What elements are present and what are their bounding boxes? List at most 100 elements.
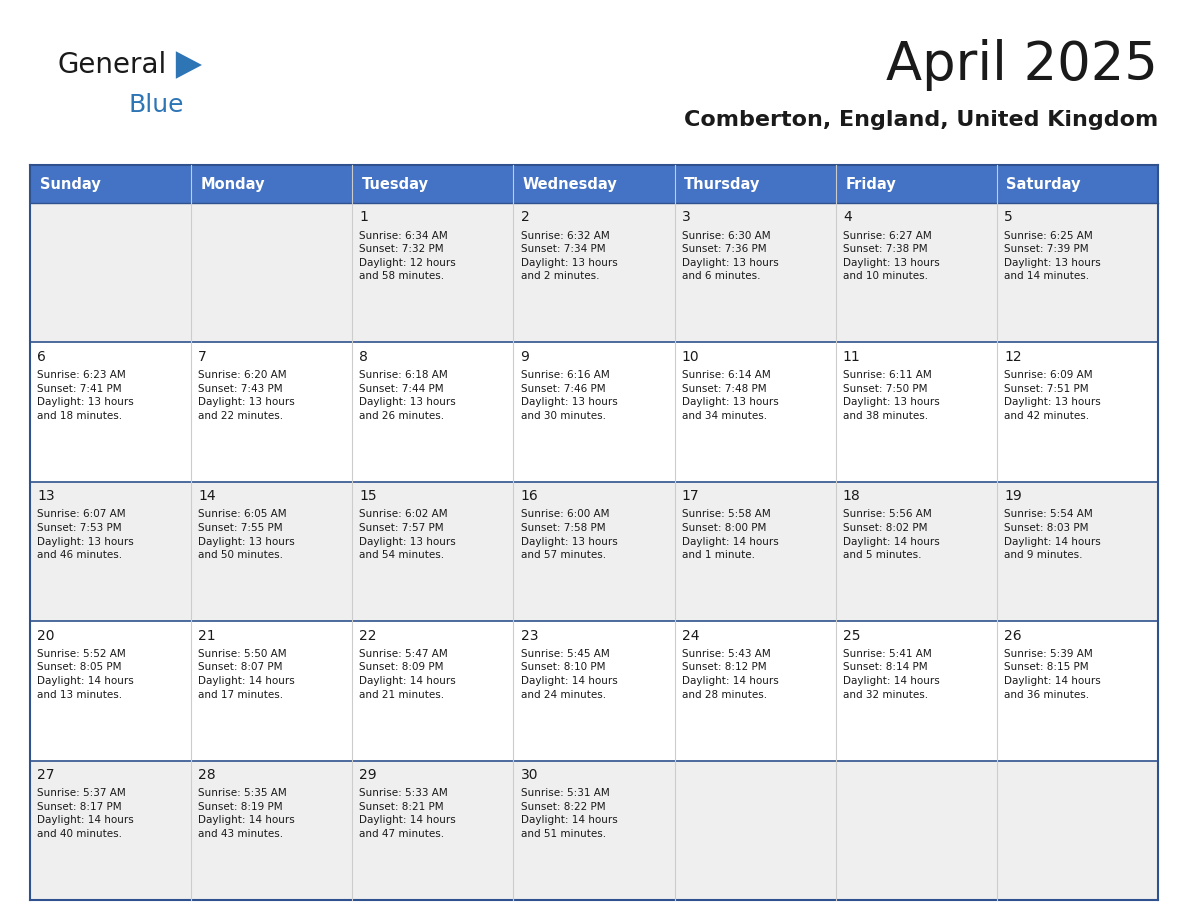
Text: 30: 30 bbox=[520, 768, 538, 782]
Text: Sunrise: 6:07 AM
Sunset: 7:53 PM
Daylight: 13 hours
and 46 minutes.: Sunrise: 6:07 AM Sunset: 7:53 PM Dayligh… bbox=[37, 509, 134, 560]
Bar bbox=[191, 482, 353, 621]
Text: Sunrise: 6:14 AM
Sunset: 7:48 PM
Daylight: 13 hours
and 34 minutes.: Sunrise: 6:14 AM Sunset: 7:48 PM Dayligh… bbox=[682, 370, 778, 420]
Text: 17: 17 bbox=[682, 489, 700, 503]
Text: Sunrise: 5:54 AM
Sunset: 8:03 PM
Daylight: 14 hours
and 9 minutes.: Sunrise: 5:54 AM Sunset: 8:03 PM Dayligh… bbox=[1004, 509, 1101, 560]
Text: Monday: Monday bbox=[201, 176, 265, 192]
Text: 19: 19 bbox=[1004, 489, 1022, 503]
Text: 12: 12 bbox=[1004, 350, 1022, 364]
Bar bbox=[997, 203, 1158, 342]
Text: Sunrise: 5:52 AM
Sunset: 8:05 PM
Daylight: 14 hours
and 13 minutes.: Sunrise: 5:52 AM Sunset: 8:05 PM Dayligh… bbox=[37, 649, 134, 700]
Bar bbox=[191, 165, 353, 203]
Text: General: General bbox=[57, 51, 166, 79]
Text: 2: 2 bbox=[520, 210, 530, 224]
Text: 26: 26 bbox=[1004, 629, 1022, 643]
Text: 14: 14 bbox=[198, 489, 216, 503]
Bar bbox=[513, 761, 675, 900]
Text: Sunrise: 5:37 AM
Sunset: 8:17 PM
Daylight: 14 hours
and 40 minutes.: Sunrise: 5:37 AM Sunset: 8:17 PM Dayligh… bbox=[37, 789, 134, 839]
Text: Sunrise: 5:31 AM
Sunset: 8:22 PM
Daylight: 14 hours
and 51 minutes.: Sunrise: 5:31 AM Sunset: 8:22 PM Dayligh… bbox=[520, 789, 618, 839]
Bar bbox=[353, 482, 513, 621]
Bar bbox=[353, 165, 513, 203]
Bar bbox=[835, 342, 997, 482]
Bar bbox=[997, 761, 1158, 900]
Bar bbox=[513, 342, 675, 482]
Text: 24: 24 bbox=[682, 629, 700, 643]
Text: Sunrise: 5:50 AM
Sunset: 8:07 PM
Daylight: 14 hours
and 17 minutes.: Sunrise: 5:50 AM Sunset: 8:07 PM Dayligh… bbox=[198, 649, 295, 700]
Text: 25: 25 bbox=[842, 629, 860, 643]
Text: Sunrise: 5:39 AM
Sunset: 8:15 PM
Daylight: 14 hours
and 36 minutes.: Sunrise: 5:39 AM Sunset: 8:15 PM Dayligh… bbox=[1004, 649, 1101, 700]
Bar bbox=[191, 203, 353, 342]
Bar bbox=[353, 342, 513, 482]
Text: 18: 18 bbox=[842, 489, 860, 503]
Text: Sunrise: 5:35 AM
Sunset: 8:19 PM
Daylight: 14 hours
and 43 minutes.: Sunrise: 5:35 AM Sunset: 8:19 PM Dayligh… bbox=[198, 789, 295, 839]
Bar bbox=[191, 761, 353, 900]
Text: Friday: Friday bbox=[845, 176, 896, 192]
Text: April 2025: April 2025 bbox=[886, 39, 1158, 91]
Bar bbox=[835, 761, 997, 900]
Bar bbox=[353, 761, 513, 900]
Bar bbox=[997, 342, 1158, 482]
Bar bbox=[30, 203, 191, 342]
Bar bbox=[835, 482, 997, 621]
Text: Sunrise: 6:30 AM
Sunset: 7:36 PM
Daylight: 13 hours
and 6 minutes.: Sunrise: 6:30 AM Sunset: 7:36 PM Dayligh… bbox=[682, 230, 778, 281]
Text: 11: 11 bbox=[842, 350, 860, 364]
Text: 27: 27 bbox=[37, 768, 55, 782]
Bar bbox=[997, 621, 1158, 761]
Text: Sunrise: 6:11 AM
Sunset: 7:50 PM
Daylight: 13 hours
and 38 minutes.: Sunrise: 6:11 AM Sunset: 7:50 PM Dayligh… bbox=[842, 370, 940, 420]
Text: Sunday: Sunday bbox=[39, 176, 100, 192]
Text: Sunrise: 6:02 AM
Sunset: 7:57 PM
Daylight: 13 hours
and 54 minutes.: Sunrise: 6:02 AM Sunset: 7:57 PM Dayligh… bbox=[360, 509, 456, 560]
Text: 20: 20 bbox=[37, 629, 55, 643]
Bar bbox=[997, 482, 1158, 621]
Text: Sunrise: 5:56 AM
Sunset: 8:02 PM
Daylight: 14 hours
and 5 minutes.: Sunrise: 5:56 AM Sunset: 8:02 PM Dayligh… bbox=[842, 509, 940, 560]
Text: Sunrise: 6:00 AM
Sunset: 7:58 PM
Daylight: 13 hours
and 57 minutes.: Sunrise: 6:00 AM Sunset: 7:58 PM Dayligh… bbox=[520, 509, 618, 560]
Bar bbox=[353, 621, 513, 761]
Bar bbox=[513, 203, 675, 342]
Text: Sunrise: 5:43 AM
Sunset: 8:12 PM
Daylight: 14 hours
and 28 minutes.: Sunrise: 5:43 AM Sunset: 8:12 PM Dayligh… bbox=[682, 649, 778, 700]
Polygon shape bbox=[176, 51, 202, 79]
Text: Tuesday: Tuesday bbox=[362, 176, 429, 192]
Text: Sunrise: 5:45 AM
Sunset: 8:10 PM
Daylight: 14 hours
and 24 minutes.: Sunrise: 5:45 AM Sunset: 8:10 PM Dayligh… bbox=[520, 649, 618, 700]
Text: 29: 29 bbox=[360, 768, 377, 782]
Text: 4: 4 bbox=[842, 210, 852, 224]
Text: Thursday: Thursday bbox=[684, 176, 760, 192]
Text: 8: 8 bbox=[360, 350, 368, 364]
Bar bbox=[835, 203, 997, 342]
Bar bbox=[513, 165, 675, 203]
Text: Sunrise: 6:27 AM
Sunset: 7:38 PM
Daylight: 13 hours
and 10 minutes.: Sunrise: 6:27 AM Sunset: 7:38 PM Dayligh… bbox=[842, 230, 940, 281]
Text: Sunrise: 6:32 AM
Sunset: 7:34 PM
Daylight: 13 hours
and 2 minutes.: Sunrise: 6:32 AM Sunset: 7:34 PM Dayligh… bbox=[520, 230, 618, 281]
Bar bbox=[835, 165, 997, 203]
Text: Sunrise: 5:41 AM
Sunset: 8:14 PM
Daylight: 14 hours
and 32 minutes.: Sunrise: 5:41 AM Sunset: 8:14 PM Dayligh… bbox=[842, 649, 940, 700]
Bar bbox=[30, 165, 191, 203]
Text: Sunrise: 6:18 AM
Sunset: 7:44 PM
Daylight: 13 hours
and 26 minutes.: Sunrise: 6:18 AM Sunset: 7:44 PM Dayligh… bbox=[360, 370, 456, 420]
Bar bbox=[191, 342, 353, 482]
Text: Sunrise: 6:25 AM
Sunset: 7:39 PM
Daylight: 13 hours
and 14 minutes.: Sunrise: 6:25 AM Sunset: 7:39 PM Dayligh… bbox=[1004, 230, 1101, 281]
Bar bbox=[30, 482, 191, 621]
Text: 10: 10 bbox=[682, 350, 700, 364]
Text: 21: 21 bbox=[198, 629, 216, 643]
Text: 28: 28 bbox=[198, 768, 216, 782]
Bar bbox=[675, 342, 835, 482]
Text: 6: 6 bbox=[37, 350, 46, 364]
Text: 1: 1 bbox=[360, 210, 368, 224]
Text: Sunrise: 6:05 AM
Sunset: 7:55 PM
Daylight: 13 hours
and 50 minutes.: Sunrise: 6:05 AM Sunset: 7:55 PM Dayligh… bbox=[198, 509, 295, 560]
Text: Blue: Blue bbox=[128, 93, 184, 117]
Text: 15: 15 bbox=[360, 489, 377, 503]
Text: 9: 9 bbox=[520, 350, 530, 364]
Bar bbox=[675, 165, 835, 203]
Text: Sunrise: 5:58 AM
Sunset: 8:00 PM
Daylight: 14 hours
and 1 minute.: Sunrise: 5:58 AM Sunset: 8:00 PM Dayligh… bbox=[682, 509, 778, 560]
Text: Sunrise: 6:23 AM
Sunset: 7:41 PM
Daylight: 13 hours
and 18 minutes.: Sunrise: 6:23 AM Sunset: 7:41 PM Dayligh… bbox=[37, 370, 134, 420]
Bar bbox=[513, 621, 675, 761]
Text: 5: 5 bbox=[1004, 210, 1012, 224]
Bar bbox=[675, 203, 835, 342]
Bar bbox=[675, 621, 835, 761]
Text: 3: 3 bbox=[682, 210, 690, 224]
Text: Wednesday: Wednesday bbox=[523, 176, 618, 192]
Text: Sunrise: 5:47 AM
Sunset: 8:09 PM
Daylight: 14 hours
and 21 minutes.: Sunrise: 5:47 AM Sunset: 8:09 PM Dayligh… bbox=[360, 649, 456, 700]
Text: Sunrise: 6:16 AM
Sunset: 7:46 PM
Daylight: 13 hours
and 30 minutes.: Sunrise: 6:16 AM Sunset: 7:46 PM Dayligh… bbox=[520, 370, 618, 420]
Text: Saturday: Saturday bbox=[1006, 176, 1081, 192]
Text: 7: 7 bbox=[198, 350, 207, 364]
Text: 23: 23 bbox=[520, 629, 538, 643]
Text: 22: 22 bbox=[360, 629, 377, 643]
Bar bbox=[675, 761, 835, 900]
Bar bbox=[353, 203, 513, 342]
Bar bbox=[997, 165, 1158, 203]
